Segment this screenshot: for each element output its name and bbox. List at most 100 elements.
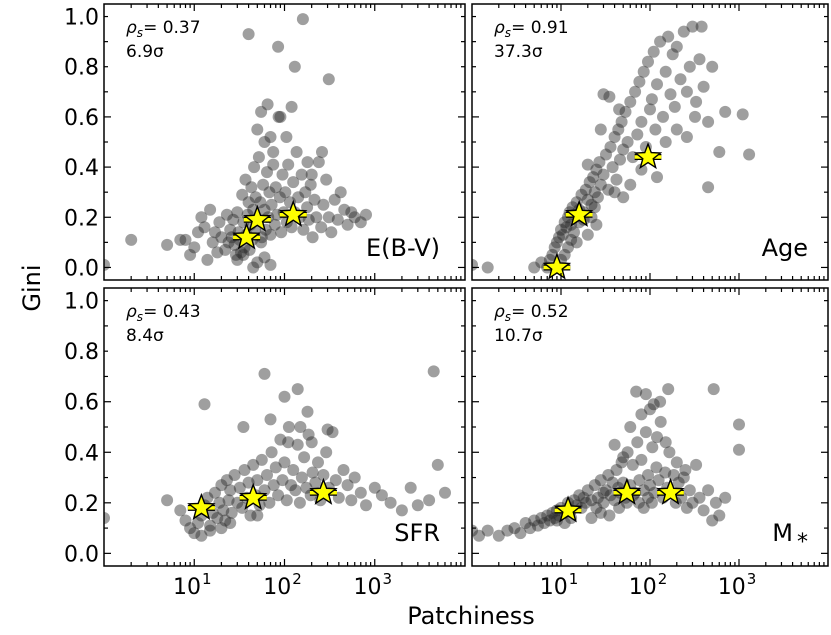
data-point	[231, 253, 244, 266]
data-point	[670, 123, 683, 136]
data-point	[604, 489, 617, 502]
data-point	[594, 474, 607, 487]
data-point	[247, 261, 260, 274]
data-point	[613, 103, 626, 116]
data-point	[345, 206, 358, 219]
data-point	[308, 193, 321, 206]
data-point	[553, 231, 565, 244]
data-point	[204, 203, 217, 216]
data-point	[179, 233, 192, 246]
data-point	[646, 441, 659, 454]
data-point	[258, 367, 271, 380]
data-point	[631, 436, 644, 449]
data-point	[652, 474, 665, 487]
data-point	[255, 105, 268, 118]
data-point	[650, 461, 663, 474]
data-point	[348, 211, 361, 224]
data-point	[325, 226, 338, 239]
data-point	[558, 216, 571, 229]
data-point	[719, 105, 732, 118]
data-point	[602, 469, 615, 481]
data-point	[514, 527, 527, 540]
data-point	[633, 75, 646, 88]
significance-label: 8.4σ	[126, 326, 164, 346]
data-point	[659, 136, 672, 148]
data-point	[608, 438, 621, 451]
data-point	[261, 98, 274, 111]
data-point	[587, 171, 600, 184]
data-point	[594, 178, 607, 191]
rho-subscript: s	[505, 26, 511, 40]
data-point	[679, 464, 692, 476]
data-point	[644, 103, 656, 116]
data-point	[674, 73, 687, 86]
data-point	[188, 241, 201, 254]
data-point	[664, 88, 677, 101]
data-point	[261, 166, 273, 179]
data-point	[213, 496, 226, 509]
data-point	[617, 191, 630, 204]
data-point	[348, 471, 361, 484]
data-point	[184, 522, 197, 535]
data-point	[231, 206, 244, 219]
data-point	[287, 176, 300, 189]
data-point	[702, 115, 715, 128]
rho-label: ρs= 0.91	[494, 18, 569, 40]
data-point	[302, 428, 315, 441]
data-point	[275, 226, 288, 239]
data-point	[224, 517, 237, 529]
data-point	[321, 423, 334, 436]
data-point	[251, 123, 264, 136]
data-point	[125, 233, 138, 246]
data-point	[317, 469, 330, 481]
y-tick-label: 0.2	[64, 206, 99, 231]
binned-median	[243, 204, 272, 232]
data-point	[244, 509, 257, 522]
data-point	[215, 231, 228, 244]
data-point	[644, 403, 656, 416]
data-point	[604, 141, 617, 153]
data-point	[360, 499, 372, 512]
data-point	[583, 176, 596, 189]
data-point	[668, 100, 681, 113]
y-tick-label: 1.0	[64, 6, 99, 31]
rho-value: = 0.37	[143, 18, 201, 38]
data-point	[257, 178, 270, 191]
data-point	[211, 246, 224, 259]
data-point	[310, 211, 323, 224]
data-point	[608, 494, 621, 507]
data-point	[309, 476, 322, 489]
data-point	[637, 501, 650, 514]
data-point	[220, 474, 233, 487]
panel-title: E(B-V)	[366, 234, 440, 262]
data-point	[411, 499, 424, 512]
data-point	[689, 110, 701, 123]
significance-label: 37.3σ	[494, 42, 543, 62]
data-point	[581, 484, 594, 497]
data-point	[439, 486, 451, 499]
data-point	[635, 163, 648, 176]
data-point	[282, 436, 295, 449]
data-point	[236, 501, 249, 514]
data-point	[258, 251, 271, 264]
data-point	[585, 494, 598, 507]
data-point	[104, 512, 110, 524]
data-point	[597, 486, 610, 499]
data-point	[608, 186, 621, 199]
data-point	[188, 527, 201, 540]
data-point	[702, 181, 715, 194]
data-point	[621, 136, 634, 148]
data-point	[228, 469, 241, 481]
data-point	[550, 236, 563, 249]
data-point	[690, 95, 703, 108]
data-point	[617, 451, 630, 464]
binned-median	[232, 222, 261, 250]
data-point	[249, 191, 262, 204]
panel-0: 0.00.20.40.60.81.0 ρs= 0.376.9σE(B-V)	[64, 3, 466, 281]
panel-title-subscript: *	[797, 530, 808, 555]
data-point	[282, 421, 295, 433]
data-point	[519, 517, 532, 529]
x-tick-exponent: 2	[292, 570, 302, 588]
panels: 0.00.20.40.60.81.0 ρs= 0.376.9σE(B-V) ρs= …	[64, 3, 829, 600]
